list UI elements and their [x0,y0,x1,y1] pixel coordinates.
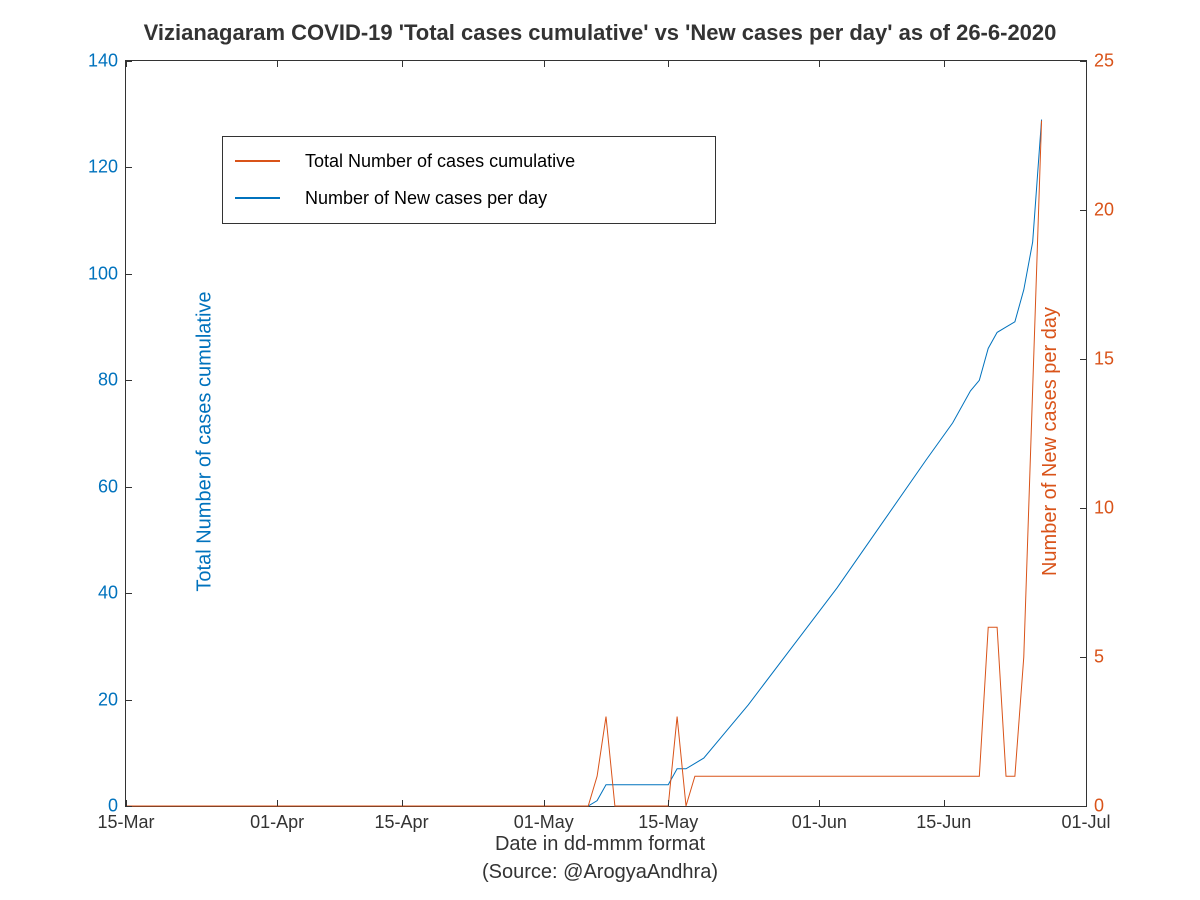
y2-tick-label: 25 [1094,51,1134,72]
x-tick-label: 15-Apr [375,812,429,833]
x-axis-label-line2: (Source: @ArogyaAndhra) [0,858,1200,886]
y1-tick-label: 120 [78,157,118,178]
y1-tick-label: 100 [78,263,118,284]
chart-title: Vizianagaram COVID-19 'Total cases cumul… [0,20,1200,46]
y2-tick-label: 0 [1094,796,1134,817]
legend-line-swatch [235,160,280,162]
chart-container: Vizianagaram COVID-19 'Total cases cumul… [0,0,1200,900]
x-tick-label: 01-Jun [792,812,847,833]
x-tick-label: 15-Jun [916,812,971,833]
x-axis-label: Date in dd-mmm format (Source: @ArogyaAn… [0,830,1200,886]
x-tick-label: 01-Apr [250,812,304,833]
legend-item: Number of New cases per day [229,180,709,217]
legend-item: Total Number of cases cumulative [229,143,709,180]
y2-tick-label: 15 [1094,349,1134,370]
x-tick-label: 01-May [514,812,574,833]
x-tick-label: 15-May [638,812,698,833]
y2-tick-label: 20 [1094,200,1134,221]
legend: Total Number of cases cumulative Number o… [222,136,716,224]
y1-tick-label: 80 [78,370,118,391]
y1-tick-label: 40 [78,583,118,604]
y1-tick-label: 60 [78,476,118,497]
y1-tick-label: 140 [78,51,118,72]
legend-label: Total Number of cases cumulative [305,151,575,172]
y2-tick-label: 10 [1094,498,1134,519]
x-axis-label-line1: Date in dd-mmm format [0,830,1200,858]
y1-tick-label: 20 [78,689,118,710]
plot-area: Total Number of cases cumulative Number o… [125,60,1087,807]
y2-tick-label: 5 [1094,647,1134,668]
y1-tick-label: 0 [78,796,118,817]
legend-label: Number of New cases per day [305,188,547,209]
legend-line-swatch [235,197,280,199]
